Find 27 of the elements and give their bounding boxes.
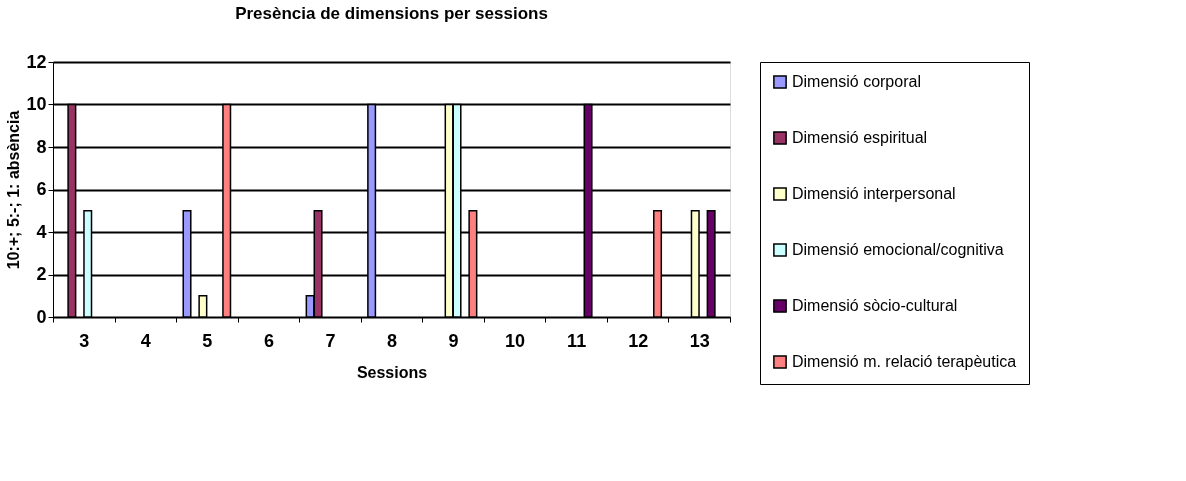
x-tick-label: 8: [386, 330, 398, 351]
legend-label: Dimensió espiritual: [792, 129, 928, 146]
x-tick-label: 5: [202, 330, 213, 351]
x-tick-label: 6: [263, 330, 274, 351]
x-tick-label: 10: [505, 330, 526, 351]
y-tick-label: 4: [36, 221, 47, 242]
y-tick-label: 12: [26, 51, 47, 72]
x-tick-label: 12: [628, 330, 649, 351]
legend-label: Dimensió interpersonal: [792, 185, 956, 202]
y-tick-label: 2: [36, 264, 47, 284]
y-tick-label: 6: [36, 179, 47, 199]
x-tick-label: 9: [448, 330, 459, 351]
chart-title: Presència de dimensions per sessions: [235, 4, 548, 23]
x-tick-label: 4: [140, 330, 151, 351]
x-tick-label: 3: [79, 330, 90, 351]
x-axis-title: Sessions: [356, 363, 428, 381]
legend-label: Dimensió emocional/cognitiva: [792, 241, 1004, 258]
legend-label: Dimensió m. relació terapèutica: [792, 353, 1017, 370]
y-tick-label: 0: [36, 306, 47, 327]
x-tick-label: 7: [325, 330, 336, 351]
y-tick-label: 10: [26, 94, 47, 114]
x-tick-label: 11: [567, 330, 587, 351]
legend-label: Dimensió sòcio-cultural: [792, 297, 958, 314]
x-tick-label: 13: [689, 330, 710, 351]
y-axis-title: 10:+; 5:-; 1: absència: [5, 110, 23, 270]
y-tick-label: 8: [36, 136, 47, 157]
legend-label: Dimensió corporal: [792, 73, 921, 90]
